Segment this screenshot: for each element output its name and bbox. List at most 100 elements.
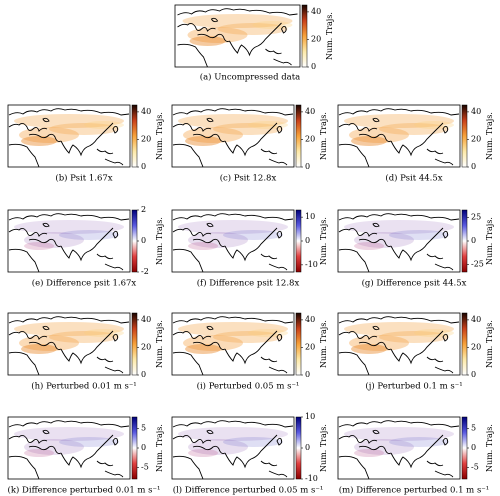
colorbar bbox=[131, 104, 138, 168]
colorbar bbox=[131, 416, 138, 480]
colorbar-tick-label: 20 bbox=[305, 342, 315, 351]
panel-caption: (g) Difference psit 44.5x bbox=[362, 278, 467, 289]
map-density bbox=[182, 14, 293, 46]
colorbar-label: Num. Trajs. bbox=[155, 217, 164, 265]
panel: -2 0 2 Num. Trajs. (e) Difference psit 1.67x bbox=[7, 205, 164, 289]
panel: 0 20 40 Num. Trajs. (j) Perturbed 0.1 m s⁻¹ bbox=[337, 312, 494, 392]
colorbar-tick-label: 40 bbox=[471, 315, 481, 324]
colorbar-label: Num. Trajs. bbox=[155, 112, 164, 160]
map-density bbox=[178, 322, 288, 354]
colorbar-tick-label: 0 bbox=[471, 370, 476, 379]
map-density bbox=[14, 427, 124, 457]
panel-caption: (a) Uncompressed data bbox=[200, 72, 300, 83]
map-density bbox=[344, 114, 454, 146]
panel: 0 20 40 Num. Trajs. (c) Psit 12.8x bbox=[171, 104, 328, 184]
map-density bbox=[14, 114, 124, 146]
map-density bbox=[178, 114, 288, 146]
colorbar-tick-label: 0 bbox=[471, 162, 476, 171]
colorbar bbox=[131, 209, 138, 273]
map-frame bbox=[174, 4, 301, 68]
colorbar bbox=[295, 416, 302, 480]
map-frame bbox=[7, 312, 131, 376]
colorbar-tick-label: -2 bbox=[141, 267, 149, 276]
map-frame bbox=[337, 312, 461, 376]
colorbar-tick-label: 20 bbox=[141, 134, 151, 143]
panel: -25 0 25 Num. Trajs. (g) Difference psit 44.… bbox=[337, 209, 494, 289]
map-frame bbox=[337, 416, 461, 480]
panel: 0 20 40 Num. Trajs. (b) Psit 1.67x bbox=[7, 104, 164, 184]
map-density bbox=[178, 427, 288, 457]
colorbar-tick-label: -5 bbox=[471, 462, 479, 471]
panel-caption: (b) Psit 1.67x bbox=[55, 173, 112, 184]
colorbar bbox=[295, 312, 302, 376]
colorbar-label: Num. Trajs. bbox=[319, 217, 328, 265]
colorbar-tick-label: 40 bbox=[141, 315, 151, 324]
panel-caption: (c) Psit 12.8x bbox=[220, 173, 277, 184]
panel-caption: (f) Difference psit 12.8x bbox=[197, 278, 300, 289]
colorbar bbox=[461, 209, 468, 273]
colorbar-label: Num. Trajs. bbox=[319, 424, 328, 472]
colorbar-tick-label: 25 bbox=[471, 213, 481, 222]
colorbar-tick-label: -10 bbox=[305, 474, 318, 483]
panel-caption: (m) Difference perturbed 0.1 m s⁻¹ bbox=[339, 485, 489, 496]
colorbar-tick-label: 0 bbox=[305, 236, 310, 245]
colorbar-label: Num. Trajs. bbox=[485, 112, 494, 160]
colorbar-tick-label: 2 bbox=[141, 205, 146, 214]
map-frame bbox=[171, 312, 295, 376]
colorbar bbox=[461, 312, 468, 376]
panel-caption: (h) Perturbed 0.01 m s⁻¹ bbox=[31, 381, 136, 392]
colorbar bbox=[461, 416, 468, 480]
colorbar-label: Num. Trajs. bbox=[155, 424, 164, 472]
colorbar bbox=[295, 209, 302, 273]
colorbar-tick-label: 5 bbox=[141, 424, 146, 433]
map-frame bbox=[337, 104, 461, 168]
colorbar-tick-label: 5 bbox=[471, 424, 476, 433]
colorbar-tick-label: 20 bbox=[305, 134, 315, 143]
colorbar-tick-label: 0 bbox=[305, 162, 310, 171]
colorbar-tick-label: 0 bbox=[141, 162, 146, 171]
colorbar-label: Num. Trajs. bbox=[155, 320, 164, 368]
panel-caption: (i) Perturbed 0.05 m s⁻¹ bbox=[197, 381, 300, 392]
colorbar-tick-label: 0 bbox=[471, 236, 476, 245]
colorbar-label: Num. Trajs. bbox=[485, 424, 494, 472]
colorbar-tick-label: 40 bbox=[141, 107, 151, 116]
panel-caption: (l) Difference perturbed 0.05 m s⁻¹ bbox=[173, 485, 323, 496]
map-frame bbox=[171, 416, 295, 480]
colorbar-tick-label: 20 bbox=[471, 134, 481, 143]
map-frame bbox=[7, 209, 131, 273]
map-frame bbox=[7, 104, 131, 168]
colorbar bbox=[295, 104, 302, 168]
colorbar-label: Num. Trajs. bbox=[485, 217, 494, 265]
colorbar bbox=[301, 4, 308, 68]
colorbar-label: Num. Trajs. bbox=[325, 12, 334, 60]
panel-caption: (d) Psit 44.5x bbox=[385, 173, 442, 184]
map-density bbox=[14, 322, 124, 354]
map-density bbox=[178, 220, 288, 250]
map-frame bbox=[7, 416, 131, 480]
panel: -5 0 5 Num. Trajs. (m) Difference perturbed … bbox=[337, 416, 494, 496]
colorbar-tick-label: 20 bbox=[141, 342, 151, 351]
map-frame bbox=[337, 209, 461, 273]
colorbar-tick-label: 0 bbox=[305, 443, 310, 452]
colorbar-tick-label: 0 bbox=[471, 443, 476, 452]
panel: -10 0 10 Num. Trajs. (f) Difference psit 12.… bbox=[171, 209, 328, 289]
colorbar-tick-label: 0 bbox=[141, 443, 146, 452]
map-density bbox=[14, 220, 124, 250]
colorbar-label: Num. Trajs. bbox=[319, 320, 328, 368]
panel: 0 20 40 Num. Trajs. (h) Perturbed 0.01 m s⁻¹ bbox=[7, 312, 164, 392]
colorbar-tick-label: 0 bbox=[141, 370, 146, 379]
colorbar-tick-label: -10 bbox=[305, 260, 318, 269]
colorbar-tick-label: -25 bbox=[471, 259, 484, 268]
map-density bbox=[344, 427, 454, 457]
panel: -5 0 5 Num. Trajs. (k) Difference perturbed … bbox=[7, 416, 164, 496]
colorbar-tick-label: 40 bbox=[305, 315, 315, 324]
colorbar-tick-label: 0 bbox=[311, 62, 316, 71]
colorbar-label: Num. Trajs. bbox=[485, 320, 494, 368]
panel: 0 20 40 Num. Trajs. (a) Uncompressed data bbox=[174, 4, 334, 83]
map-density bbox=[344, 322, 454, 354]
colorbar-tick-label: 40 bbox=[311, 7, 321, 16]
panel: 0 20 40 Num. Trajs. (i) Perturbed 0.05 m s⁻¹ bbox=[171, 312, 328, 392]
colorbar-tick-label: 20 bbox=[311, 34, 321, 43]
colorbar-tick-label: 0 bbox=[305, 370, 310, 379]
colorbar-tick-label: -5 bbox=[141, 462, 149, 471]
